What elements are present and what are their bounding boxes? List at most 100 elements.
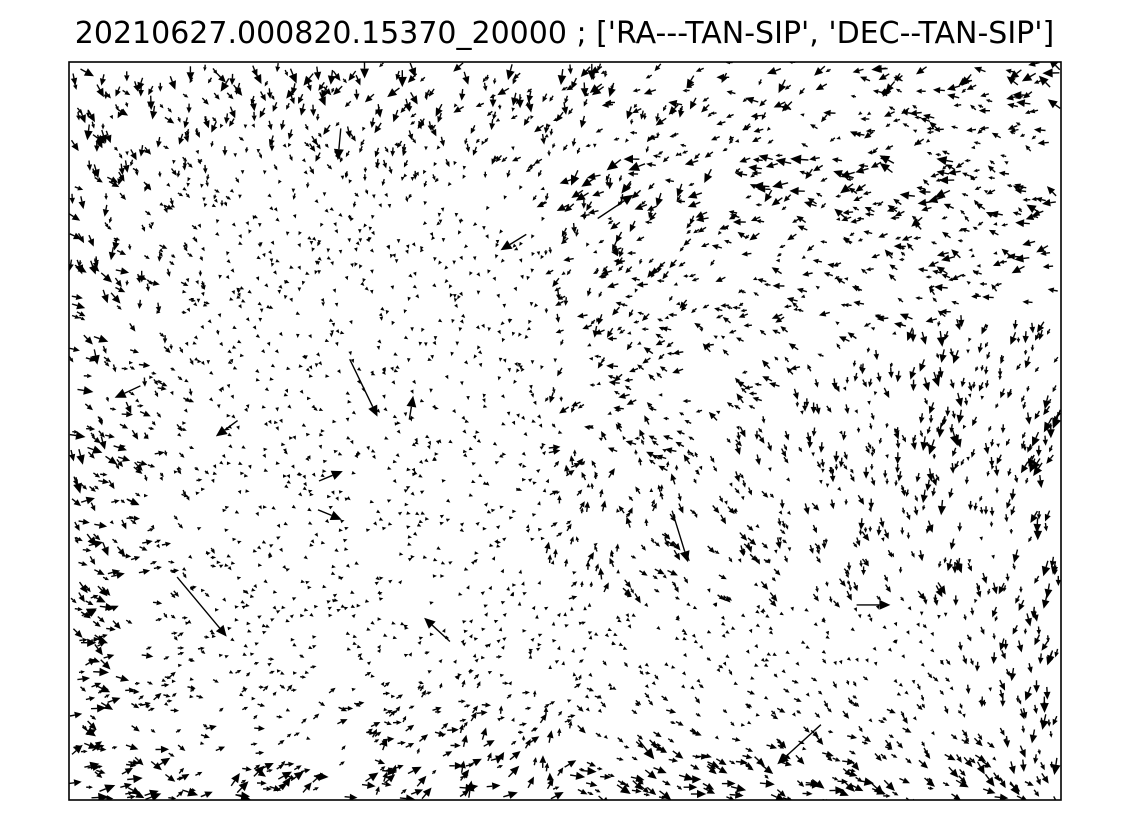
vector-arrow <box>70 77 78 86</box>
vector-shaft <box>1031 322 1033 328</box>
vector-arrow <box>303 170 308 175</box>
vector-shaft <box>78 581 84 588</box>
vector-arrow <box>461 699 466 704</box>
vector-arrow <box>160 745 170 754</box>
vector-arrow <box>729 482 733 487</box>
vector-shaft <box>1019 185 1025 189</box>
vector-shaft <box>660 339 666 344</box>
vector-arrow <box>702 97 708 102</box>
vector-shaft <box>843 568 847 572</box>
vector-arrow <box>464 360 469 365</box>
vector-arrow <box>740 496 745 501</box>
vector-arrow <box>375 162 381 169</box>
vector-shaft <box>100 687 105 690</box>
vector-shaft <box>465 764 470 767</box>
vector-arrow <box>739 429 746 438</box>
vector-arrow <box>297 287 302 292</box>
vector-shaft <box>933 487 935 492</box>
vector-arrow <box>258 750 265 756</box>
vector-shaft <box>280 763 284 767</box>
vector-shaft <box>150 562 154 565</box>
vector-shaft <box>145 796 152 800</box>
vector-shaft <box>1012 488 1015 494</box>
vector-arrow <box>770 594 778 602</box>
vector-arrow <box>728 329 734 334</box>
vector-arrow <box>850 218 857 224</box>
vector-shaft <box>148 708 152 712</box>
vector-arrow <box>347 215 352 220</box>
vector-shaft <box>271 135 274 141</box>
vector-arrow <box>87 600 94 606</box>
vector-arrow <box>101 294 109 304</box>
vector-arrow <box>263 468 269 472</box>
vector-arrow <box>161 244 168 249</box>
vector-arrow <box>258 725 265 732</box>
vector-arrow <box>522 592 527 596</box>
vector-arrow <box>506 172 511 178</box>
vector-arrow <box>234 618 239 622</box>
vector-arrow <box>309 612 314 617</box>
vector-arrow <box>87 536 97 547</box>
vector-arrow <box>461 679 466 685</box>
vector-arrow <box>200 324 205 330</box>
vector-arrow <box>865 128 872 134</box>
vector-arrow <box>800 294 806 298</box>
vector-arrow <box>227 349 232 354</box>
vector-arrow <box>627 171 635 177</box>
vector-arrow <box>472 256 477 261</box>
vector-arrow <box>775 258 780 263</box>
vector-arrow <box>219 341 223 347</box>
vector-shaft <box>769 592 774 597</box>
vector-arrow <box>99 440 107 450</box>
vector-shaft <box>600 701 604 705</box>
vector-arrow <box>280 671 285 675</box>
vector-arrow <box>803 507 810 515</box>
vector-shaft <box>729 307 733 310</box>
vector-shaft <box>616 757 620 760</box>
vector-arrow <box>761 608 766 613</box>
vector-arrow <box>80 316 86 321</box>
vector-shaft <box>972 84 977 88</box>
vector-shaft <box>768 189 773 196</box>
vector-arrow <box>764 283 769 287</box>
vector-arrow <box>226 251 230 256</box>
vector-shaft <box>637 107 642 112</box>
vector-arrow <box>278 764 284 770</box>
vector-arrow <box>270 618 275 622</box>
vector-arrow <box>589 383 594 387</box>
vector-arrow <box>936 428 945 438</box>
vector-arrow <box>140 460 148 466</box>
vector-shaft <box>242 707 245 711</box>
vector-shaft <box>194 466 197 469</box>
vector-shaft <box>332 87 335 90</box>
vector-arrow <box>663 416 668 421</box>
vector-arrow <box>672 582 677 587</box>
vector-arrow <box>581 177 592 187</box>
vector-shaft <box>550 524 555 528</box>
vector-arrow <box>476 290 481 295</box>
vector-shaft <box>422 76 426 80</box>
vector-shaft <box>620 303 625 306</box>
vector-arrow <box>497 540 502 545</box>
vector-arrow <box>425 434 430 439</box>
vector-arrow <box>847 332 855 339</box>
vector-arrow <box>949 768 959 778</box>
vector-arrow <box>275 66 281 73</box>
vector-shaft <box>787 194 792 198</box>
vector-arrow <box>73 482 82 494</box>
vector-arrow <box>987 590 991 595</box>
vector-arrow <box>278 715 283 719</box>
vector-shaft <box>284 69 287 73</box>
vector-shaft <box>379 768 383 771</box>
vector-arrow <box>117 111 123 119</box>
vector-arrow <box>216 560 221 565</box>
vector-arrow <box>453 659 457 664</box>
vector-arrow <box>300 654 305 658</box>
vector-shaft <box>746 524 751 529</box>
vector-arrow <box>900 251 905 256</box>
vector-arrow <box>96 595 106 603</box>
vector-shaft <box>856 219 861 222</box>
vector-arrow <box>868 718 873 723</box>
vector-arrow <box>662 696 669 702</box>
